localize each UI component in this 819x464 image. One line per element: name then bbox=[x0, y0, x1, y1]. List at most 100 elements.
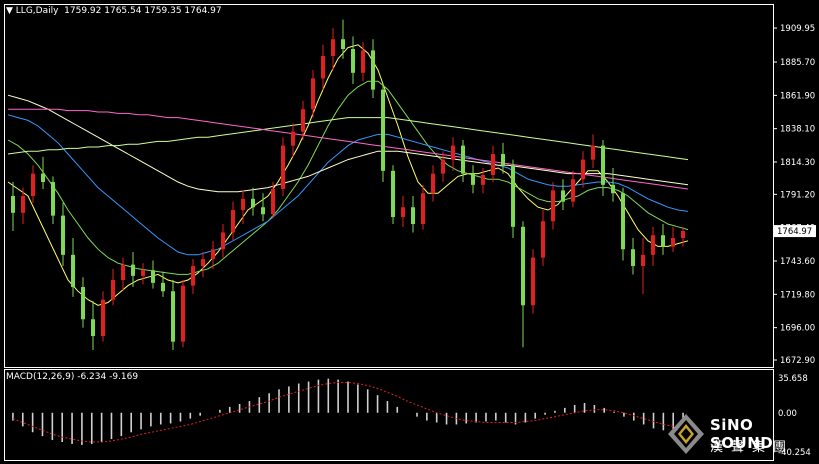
candle-body bbox=[201, 259, 205, 267]
candle-body bbox=[521, 226, 525, 306]
candle-body bbox=[251, 198, 255, 208]
candle-body bbox=[401, 207, 405, 218]
logo-text-zh: 漢聲集團 bbox=[710, 440, 795, 455]
candle-body bbox=[241, 198, 245, 211]
candle bbox=[671, 226, 675, 253]
candle bbox=[61, 203, 65, 267]
candle-body bbox=[461, 145, 465, 174]
candle-body bbox=[591, 145, 595, 160]
candle bbox=[241, 190, 245, 225]
candle bbox=[321, 44, 325, 90]
macd-signal-line bbox=[12, 382, 684, 443]
price-label: 1743.60 bbox=[780, 257, 815, 267]
price-label: 1672.90 bbox=[780, 356, 815, 366]
candle-body bbox=[271, 189, 275, 215]
candle bbox=[341, 19, 345, 59]
candle bbox=[271, 182, 275, 219]
candle-body bbox=[441, 159, 445, 174]
candle-body bbox=[371, 50, 375, 90]
candle bbox=[151, 260, 155, 289]
candle-body bbox=[221, 232, 225, 250]
candle-body bbox=[541, 221, 545, 258]
candle bbox=[491, 145, 495, 183]
candle bbox=[361, 42, 365, 82]
candle-body bbox=[191, 266, 195, 286]
candle-body bbox=[351, 49, 355, 73]
candle-body bbox=[561, 190, 565, 202]
candle-body bbox=[91, 319, 95, 337]
price-label: 1838.10 bbox=[780, 125, 815, 135]
candle bbox=[111, 268, 115, 306]
candle bbox=[191, 259, 195, 295]
candle bbox=[531, 249, 535, 314]
candle-body bbox=[621, 193, 625, 250]
candle bbox=[331, 28, 335, 71]
candle bbox=[171, 280, 175, 351]
candle bbox=[421, 184, 425, 230]
dropdown-arrow-icon[interactable]: ▼ bbox=[6, 6, 16, 16]
candle-body bbox=[511, 165, 515, 227]
candle-body bbox=[311, 78, 315, 110]
candle bbox=[351, 36, 355, 85]
candle-body bbox=[471, 173, 475, 185]
macd-pane-frame bbox=[4, 369, 774, 461]
candle-body bbox=[501, 154, 505, 166]
candle-body bbox=[111, 280, 115, 300]
price-label: 1885.70 bbox=[780, 58, 815, 68]
diamond-logo-icon bbox=[668, 414, 704, 454]
candle-body bbox=[661, 235, 665, 247]
candle-body bbox=[41, 173, 45, 183]
candle bbox=[551, 182, 555, 230]
candle bbox=[91, 301, 95, 351]
candle bbox=[211, 240, 215, 269]
candle bbox=[41, 156, 45, 190]
candle bbox=[621, 187, 625, 261]
candle bbox=[181, 280, 185, 348]
candle-body bbox=[131, 264, 135, 276]
candle-body bbox=[651, 235, 655, 255]
price-label: 1719.80 bbox=[780, 290, 815, 300]
candle-body bbox=[321, 56, 325, 79]
candle-body bbox=[341, 39, 345, 50]
candle-body bbox=[671, 238, 675, 247]
candle-body bbox=[431, 173, 435, 194]
candle bbox=[581, 151, 585, 188]
candle bbox=[401, 196, 405, 227]
candle bbox=[101, 291, 105, 342]
candle-body bbox=[51, 182, 55, 216]
candle bbox=[511, 159, 515, 239]
price-label: 1909.95 bbox=[780, 24, 815, 34]
candle-body bbox=[531, 257, 535, 306]
candle-body bbox=[301, 109, 305, 132]
price-label: 1696.00 bbox=[780, 324, 815, 334]
candle bbox=[561, 179, 565, 211]
candle bbox=[471, 165, 475, 194]
last-price-box bbox=[774, 225, 816, 238]
candle bbox=[161, 271, 165, 297]
candle bbox=[571, 170, 575, 208]
candle-body bbox=[571, 179, 575, 202]
price-axis: 1909.95 1885.70 1861.90 1838.10 1814.30 1791.… bbox=[773, 24, 816, 366]
candle bbox=[261, 193, 265, 222]
candle-body bbox=[331, 39, 335, 57]
price-label: 1861.90 bbox=[780, 91, 815, 101]
candle bbox=[131, 252, 135, 288]
last-price-label: 1764.97 bbox=[777, 227, 812, 237]
candle-body bbox=[631, 249, 635, 267]
candle bbox=[461, 140, 465, 183]
candles bbox=[11, 19, 685, 351]
candle bbox=[71, 238, 75, 297]
candle-body bbox=[421, 193, 425, 225]
candle bbox=[641, 238, 645, 295]
candle-body bbox=[61, 215, 65, 255]
candle-body bbox=[551, 190, 555, 222]
candle-body bbox=[261, 207, 265, 215]
candle-body bbox=[601, 145, 605, 185]
candle-body bbox=[411, 207, 415, 225]
macd-histogram bbox=[12, 378, 684, 445]
candle bbox=[51, 176, 55, 225]
candle bbox=[141, 263, 145, 285]
candle bbox=[201, 252, 205, 278]
